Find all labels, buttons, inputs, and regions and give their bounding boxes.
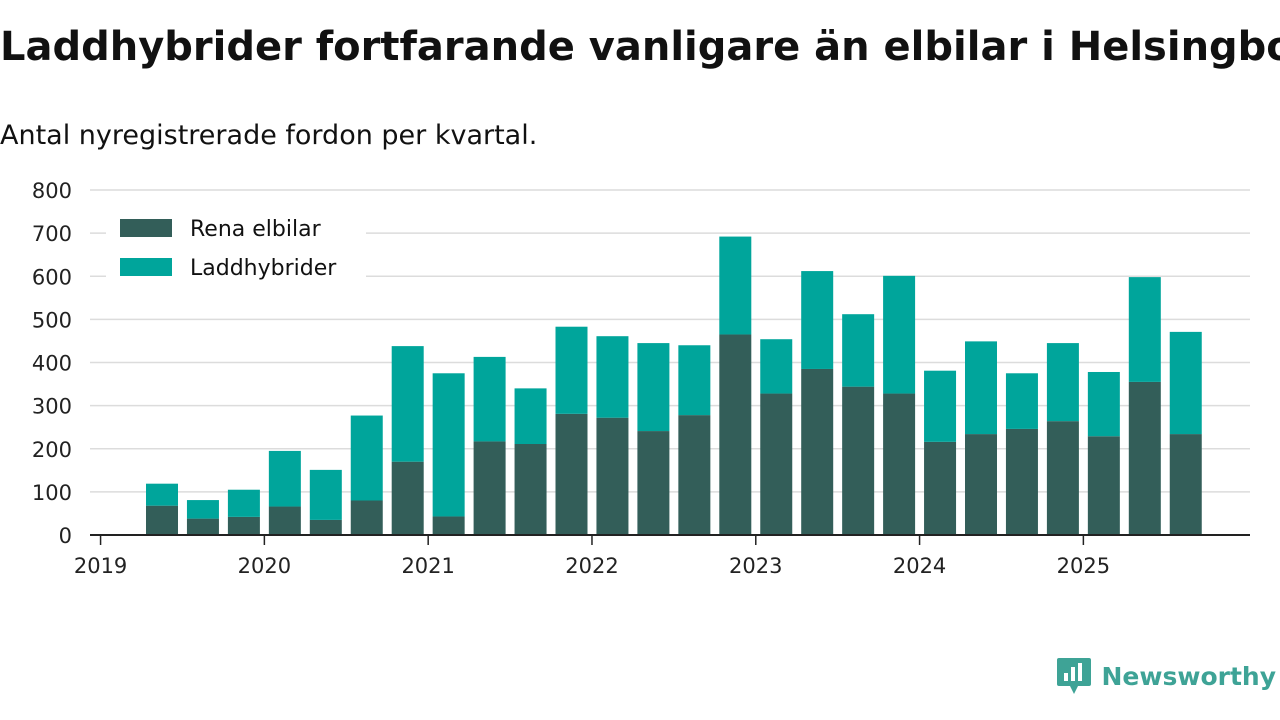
bar-laddhybrider	[1169, 331, 1202, 435]
bar-laddhybrider	[1005, 373, 1038, 429]
bar-rena-elbilar	[1087, 436, 1120, 535]
bar-rena-elbilar	[268, 506, 301, 535]
x-tick-label: 2025	[1057, 554, 1110, 578]
bar-laddhybrider	[186, 500, 219, 519]
bar-laddhybrider	[801, 271, 834, 369]
bar-laddhybrider	[555, 326, 588, 414]
y-tick-label: 0	[59, 524, 72, 548]
bars	[146, 236, 1202, 535]
y-tick-label: 800	[32, 179, 72, 203]
bar-rena-elbilar	[678, 415, 711, 535]
x-tick-label: 2023	[729, 554, 782, 578]
bar-rena-elbilar	[1005, 428, 1038, 535]
x-tick-label: 2024	[893, 554, 946, 578]
bar-laddhybrider	[350, 415, 383, 501]
y-tick-label: 700	[32, 222, 72, 246]
bar-laddhybrider	[146, 483, 178, 506]
bar-laddhybrider	[965, 341, 997, 435]
chart-title: Laddhybrider fortfarande vanligare än el…	[0, 24, 1280, 70]
bar-rena-elbilar	[883, 393, 916, 535]
legend: Rena elbilar Laddhybrider	[106, 205, 366, 295]
bar-laddhybrider	[760, 339, 793, 394]
bar-rena-elbilar	[924, 441, 957, 535]
bar-rena-elbilar	[1128, 381, 1161, 535]
bar-laddhybrider	[637, 343, 670, 432]
newsworthy-logo: Newsworthy	[1056, 656, 1277, 696]
bar-rena-elbilar	[637, 431, 670, 535]
bar-laddhybrider	[268, 450, 301, 507]
x-axis: 2019 2020 2021 2022 2023 2024 2025	[74, 534, 1250, 578]
bar-rena-elbilar	[514, 444, 547, 535]
y-tick-label: 200	[32, 438, 72, 462]
newsworthy-logo-icon	[1056, 658, 1091, 694]
bar-rena-elbilar	[719, 334, 752, 535]
legend-label-laddhybrider: Laddhybrider	[190, 256, 337, 281]
y-tick-label: 600	[32, 265, 72, 289]
chart-subtitle: Antal nyregistrerade fordon per kvartal.	[0, 120, 538, 151]
bar-laddhybrider	[473, 356, 506, 442]
bar-rena-elbilar	[432, 516, 465, 535]
bar-laddhybrider	[842, 314, 875, 387]
bar-laddhybrider	[719, 236, 752, 335]
bar-laddhybrider	[432, 373, 465, 517]
bar-rena-elbilar	[801, 368, 834, 535]
bar-rena-elbilar	[146, 505, 178, 535]
bar-rena-elbilar	[596, 417, 629, 535]
bar-rena-elbilar	[1169, 434, 1202, 535]
bar-laddhybrider	[596, 336, 629, 418]
bar-laddhybrider	[1128, 277, 1161, 382]
legend-swatch-elbilar	[120, 219, 172, 237]
x-tick-label: 2022	[565, 554, 618, 578]
bar-laddhybrider	[514, 388, 547, 445]
legend-label-elbilar: Rena elbilar	[190, 217, 322, 242]
bar-rena-elbilar	[1046, 421, 1079, 535]
bar-laddhybrider	[883, 275, 916, 394]
y-axis-ticks: 0 100 200 300 400 500 600 700 800	[32, 179, 72, 548]
bar-rena-elbilar	[842, 386, 875, 535]
bar-laddhybrider	[1046, 343, 1079, 422]
bar-laddhybrider	[309, 469, 342, 520]
bar-rena-elbilar	[309, 519, 342, 535]
bar-laddhybrider	[1087, 371, 1120, 437]
x-tick-label: 2019	[74, 554, 127, 578]
bar-rena-elbilar	[555, 413, 588, 535]
bar-rena-elbilar	[391, 461, 424, 535]
brand-name: Newsworthy	[1101, 661, 1277, 691]
y-tick-label: 100	[32, 481, 72, 505]
bar-rena-elbilar	[760, 393, 793, 535]
bar-laddhybrider	[678, 345, 711, 416]
legend-swatch-laddhybrider	[120, 258, 172, 276]
y-tick-label: 300	[32, 395, 72, 419]
bar-rena-elbilar	[473, 441, 506, 535]
x-tick-label: 2020	[238, 554, 291, 578]
bar-rena-elbilar	[227, 516, 260, 535]
bar-rena-elbilar	[965, 434, 997, 535]
y-tick-label: 400	[32, 352, 72, 376]
bar-rena-elbilar	[186, 518, 219, 535]
x-tick-label: 2021	[401, 554, 454, 578]
bar-laddhybrider	[227, 489, 260, 517]
bar-laddhybrider	[924, 370, 957, 442]
bar-rena-elbilar	[350, 500, 383, 535]
y-tick-label: 500	[32, 308, 72, 332]
bar-laddhybrider	[391, 346, 424, 462]
